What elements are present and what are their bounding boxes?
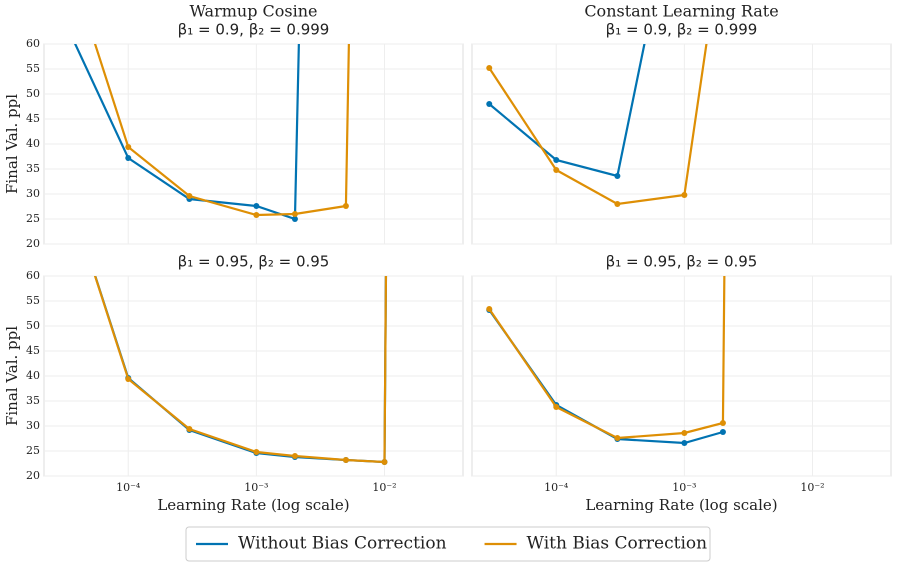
y-tick-label: 30 — [26, 419, 40, 432]
panel-title: Warmup Cosine — [189, 2, 317, 21]
y-tick-label: 55 — [26, 294, 40, 307]
legend-label: Without Bias Correction — [238, 534, 447, 554]
y-tick-label: 35 — [26, 394, 40, 407]
data-point — [253, 203, 260, 209]
y-axis-label: Final Val. ppl — [3, 326, 21, 426]
data-point — [614, 173, 621, 179]
y-tick-label: 25 — [26, 444, 40, 457]
data-point — [614, 201, 621, 207]
data-point — [719, 420, 726, 426]
data-point — [125, 155, 132, 161]
x-axis-label: Learning Rate (log scale) — [585, 496, 777, 514]
data-point — [681, 430, 688, 436]
data-point — [681, 440, 688, 446]
y-tick-label: 60 — [26, 269, 40, 282]
data-point — [291, 211, 298, 217]
data-point — [381, 459, 388, 465]
series-line — [74, 44, 300, 221]
data-point — [553, 157, 560, 163]
data-point — [291, 453, 298, 459]
x-tick-label: 10⁻² — [800, 481, 824, 494]
y-tick-label: 50 — [26, 319, 40, 332]
data-point — [186, 426, 193, 432]
plot-layer — [93, 276, 388, 465]
y-tick-label: 60 — [26, 37, 40, 50]
x-tick-label: 10⁻⁴ — [116, 481, 141, 494]
panel-title: Constant Learning Rate — [584, 2, 778, 21]
x-tick-label: 10⁻³ — [672, 481, 696, 494]
plot-layer — [58, 11, 350, 222]
panel-subtitle: β₁ = 0.9, β₂ = 0.999 — [606, 21, 758, 39]
data-point — [186, 193, 193, 199]
y-tick-label: 20 — [26, 469, 40, 482]
plot-layer — [486, 276, 726, 446]
data-point — [291, 216, 298, 222]
data-point — [486, 306, 493, 312]
data-point — [614, 435, 621, 441]
legend: Without Bias Correction With Bias Correct… — [185, 526, 711, 562]
x-tick-label: 10⁻⁴ — [544, 481, 569, 494]
panel-subtitle: β₁ = 0.9, β₂ = 0.999 — [178, 21, 330, 39]
data-point — [253, 449, 260, 455]
data-point — [125, 376, 132, 382]
data-point — [553, 167, 560, 173]
panel-subtitle: β₁ = 0.95, β₂ = 0.95 — [606, 253, 758, 271]
y-tick-label: 20 — [26, 237, 40, 250]
data-point — [125, 144, 132, 150]
data-point — [342, 203, 349, 209]
data-point — [58, 11, 64, 17]
legend-label: With Bias Correction — [527, 534, 708, 554]
y-tick-label: 25 — [26, 212, 40, 225]
legend-box — [185, 526, 711, 562]
y-tick-label: 30 — [26, 187, 40, 200]
y-tick-label: 50 — [26, 87, 40, 100]
y-tick-label: 45 — [26, 344, 40, 357]
data-point — [681, 192, 688, 198]
series-line — [488, 276, 726, 440]
x-tick-label: 10⁻² — [372, 481, 396, 494]
data-point — [553, 404, 560, 410]
y-tick-label: 40 — [26, 137, 40, 150]
y-tick-label: 55 — [26, 62, 40, 75]
data-point — [486, 65, 493, 71]
plot-layer — [486, 44, 708, 207]
y-axis-label: Final Val. ppl — [3, 94, 21, 194]
y-tick-label: 40 — [26, 369, 40, 382]
series-line — [93, 276, 388, 464]
data-point — [486, 101, 493, 107]
series-line — [488, 44, 646, 178]
y-tick-label: 35 — [26, 162, 40, 175]
x-axis-label: Learning Rate (log scale) — [157, 496, 349, 514]
data-point — [253, 212, 260, 218]
x-tick-label: 10⁻³ — [244, 481, 268, 494]
data-point — [719, 429, 726, 435]
data-point — [342, 457, 349, 463]
y-tick-label: 45 — [26, 112, 40, 125]
panel-subtitle: β₁ = 0.95, β₂ = 0.95 — [178, 253, 330, 271]
